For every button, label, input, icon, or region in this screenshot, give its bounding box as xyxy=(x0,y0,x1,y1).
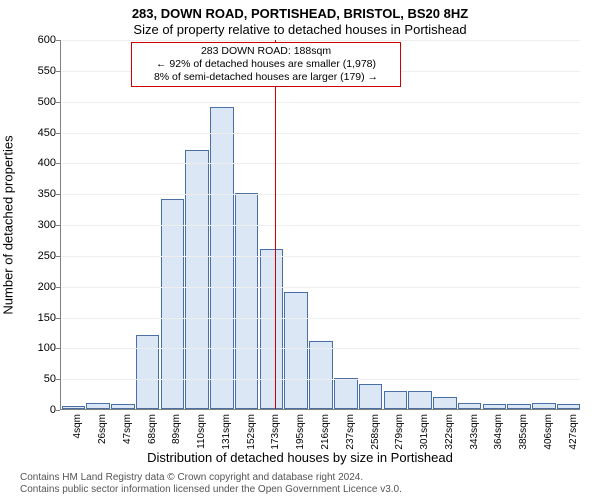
histogram-bar xyxy=(309,341,333,409)
footer-line1: Contains HM Land Registry data © Crown c… xyxy=(20,472,402,484)
annotation-line1: 283 DOWN ROAD: 188sqm xyxy=(136,45,396,58)
x-tick-label: 427sqm xyxy=(568,414,579,454)
y-tick-mark xyxy=(56,71,60,72)
histogram-bar xyxy=(483,404,507,409)
gridline xyxy=(61,225,580,226)
histogram-bar xyxy=(384,391,408,410)
x-tick-label: 47sqm xyxy=(122,414,133,454)
chart-plot-area: 283 DOWN ROAD: 188sqm ← 92% of detached … xyxy=(60,40,580,410)
y-tick-mark xyxy=(56,287,60,288)
x-axis-label: Distribution of detached houses by size … xyxy=(0,450,600,465)
y-tick-label: 600 xyxy=(16,34,56,46)
y-tick-label: 200 xyxy=(16,281,56,293)
gridline xyxy=(61,379,580,380)
y-tick-label: 500 xyxy=(16,96,56,108)
gridline xyxy=(61,163,580,164)
x-tick-label: 131sqm xyxy=(221,414,232,454)
histogram-bar xyxy=(532,403,556,409)
gridline xyxy=(61,287,580,288)
y-tick-label: 250 xyxy=(16,250,56,262)
x-tick-label: 385sqm xyxy=(518,414,529,454)
y-tick-label: 300 xyxy=(16,219,56,231)
y-tick-mark xyxy=(56,410,60,411)
annotation-box: 283 DOWN ROAD: 188sqm ← 92% of detached … xyxy=(131,42,401,87)
y-tick-label: 400 xyxy=(16,157,56,169)
y-axis-label: Number of detached properties xyxy=(1,135,16,314)
y-tick-mark xyxy=(56,379,60,380)
y-tick-mark xyxy=(56,40,60,41)
x-tick-label: 237sqm xyxy=(345,414,356,454)
x-tick-label: 216sqm xyxy=(320,414,331,454)
x-tick-label: 406sqm xyxy=(543,414,554,454)
y-tick-label: 50 xyxy=(16,373,56,385)
x-tick-label: 26sqm xyxy=(97,414,108,454)
x-tick-label: 301sqm xyxy=(419,414,430,454)
y-tick-mark xyxy=(56,133,60,134)
histogram-bar xyxy=(62,406,86,409)
y-tick-mark xyxy=(56,194,60,195)
y-tick-mark xyxy=(56,102,60,103)
histogram-bar xyxy=(210,107,234,409)
histogram-bar xyxy=(458,403,482,409)
histogram-bar xyxy=(86,403,110,409)
histogram-bar xyxy=(284,292,308,409)
histogram-bar xyxy=(408,391,432,410)
title-address: 283, DOWN ROAD, PORTISHEAD, BRISTOL, BS2… xyxy=(0,6,600,21)
y-tick-mark xyxy=(56,256,60,257)
gridline xyxy=(61,40,580,41)
histogram-bar xyxy=(260,249,284,409)
annotation-line2: ← 92% of detached houses are smaller (1,… xyxy=(136,58,396,71)
footer-line2: Contains public sector information licen… xyxy=(20,484,402,496)
histogram-bar xyxy=(185,150,209,409)
x-tick-label: 364sqm xyxy=(493,414,504,454)
histogram-bar xyxy=(433,397,457,409)
y-tick-label: 100 xyxy=(16,342,56,354)
histogram-bar xyxy=(557,404,581,409)
x-tick-label: 173sqm xyxy=(270,414,281,454)
histogram-bar xyxy=(136,335,160,409)
x-tick-label: 195sqm xyxy=(295,414,306,454)
gridline xyxy=(61,348,580,349)
y-tick-mark xyxy=(56,163,60,164)
histogram-bar xyxy=(334,378,358,409)
histogram-bar xyxy=(359,384,383,409)
y-tick-mark xyxy=(56,348,60,349)
y-tick-label: 550 xyxy=(16,65,56,77)
marker-line xyxy=(275,40,276,409)
x-tick-label: 4sqm xyxy=(72,414,83,454)
footer-attribution: Contains HM Land Registry data © Crown c… xyxy=(20,472,402,496)
y-tick-label: 150 xyxy=(16,312,56,324)
y-tick-mark xyxy=(56,225,60,226)
title-subtitle: Size of property relative to detached ho… xyxy=(0,22,600,37)
gridline xyxy=(61,318,580,319)
x-tick-label: 343sqm xyxy=(469,414,480,454)
y-tick-label: 350 xyxy=(16,188,56,200)
gridline xyxy=(61,194,580,195)
histogram-bar xyxy=(161,199,185,409)
gridline xyxy=(61,102,580,103)
x-tick-label: 68sqm xyxy=(147,414,158,454)
x-tick-label: 258sqm xyxy=(370,414,381,454)
histogram-bar xyxy=(507,404,531,409)
gridline xyxy=(61,256,580,257)
gridline xyxy=(61,133,580,134)
annotation-line3: 8% of semi-detached houses are larger (1… xyxy=(136,71,396,84)
x-tick-label: 322sqm xyxy=(444,414,455,454)
x-tick-label: 279sqm xyxy=(394,414,405,454)
histogram-bar xyxy=(111,404,135,409)
y-tick-label: 450 xyxy=(16,127,56,139)
y-tick-mark xyxy=(56,318,60,319)
y-tick-label: 0 xyxy=(16,404,56,416)
x-tick-label: 110sqm xyxy=(196,414,207,454)
x-tick-label: 89sqm xyxy=(171,414,182,454)
x-tick-label: 152sqm xyxy=(246,414,257,454)
